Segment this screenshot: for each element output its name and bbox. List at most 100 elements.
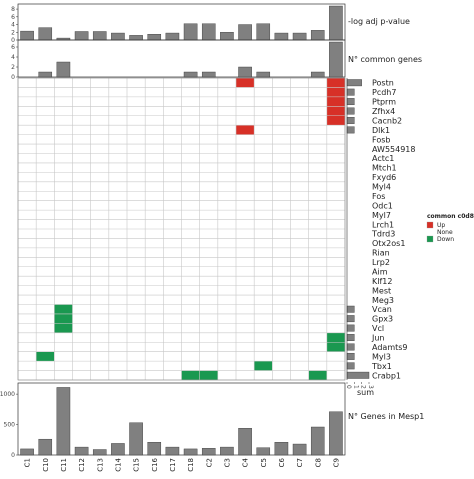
middle-bar-c4 [238,66,252,78]
gene-label-vcl: Vcl [372,324,384,333]
column-label-c17: C17 [169,458,177,472]
column-label-c5: C5 [260,458,268,467]
middle-bar-c18 [183,71,198,78]
column-label-c4: C4 [242,457,250,467]
heatmap-cell-myl3-c10 [36,351,55,362]
middle-ytick-label: 2 [11,64,15,71]
right-bar-adamts9 [346,343,355,351]
middle-bar-c8 [310,71,325,78]
bottom-ytick-label: 500 [4,422,16,429]
right-barplot-panel: sum 0 1 2 3PostnPcdh7PtprmZfhx4Cacnb2Dlk1Fo… [345,78,415,397]
bottom-bar-c3 [220,446,234,456]
top-bar-c14 [111,32,125,41]
bottom-bar-c12 [74,446,89,456]
right-bar-gpx3 [346,315,355,323]
heatmap-cell-tbx1-c5 [254,361,273,371]
bottom-panel-border [17,382,346,456]
gene-label-ptprm: Ptprm [372,98,396,107]
gene-label-odc1: Odc1 [372,201,393,210]
gene-label-mtch1: Mtch1 [372,164,397,173]
top-ytick-label: 8 [11,6,15,13]
top-ytick-label: 0 [11,37,15,44]
gene-label-tdrd3: Tdrd3 [371,230,395,239]
heatmap-cell-crabp1-c2 [199,370,218,380]
heatmap-cell-crabp1-c8 [308,370,327,380]
gene-label-myl3: Myl3 [372,352,391,361]
right-bar-crabp1 [346,371,370,379]
right-bar-ptprm [346,98,355,106]
bottom-ytick-label: 0 [11,452,15,459]
heatmap-cell-jun-c9 [326,332,345,343]
gene-label-postn: Postn [372,79,394,88]
bottom-bar-c15 [129,422,143,456]
gene-label-dlk1: Dlk1 [372,126,390,135]
right-bar-tbx1 [346,362,355,370]
gene-label-otx2os1: Otx2os1 [372,239,405,248]
bottom-panel-title: N° Genes in Mesp1 [348,412,424,421]
bottom-bar-c8 [310,426,325,456]
middle-ytick-label: 4 [11,54,15,61]
top-ytick-label: 6 [11,14,15,21]
bottom-bar-c13 [92,449,107,456]
legend-none-swatch [426,228,434,236]
heatmap-cell-postn-c9 [326,78,345,88]
column-label-c18: C18 [187,458,195,472]
bottom-bar-c14 [111,443,125,456]
right-bar-pcdh7 [346,88,355,96]
gene-label-tbx1: Tbx1 [371,362,392,371]
middle-bar-c2 [201,71,216,78]
heatmap-cell-vcl-c11 [54,323,73,333]
top-bar-c4 [238,24,252,41]
right-bar-zfhx4 [346,107,355,115]
top-bar-c1 [20,30,34,41]
right-xtick-label: 3 [367,385,374,389]
column-label-c6: C6 [278,457,286,467]
top-bar-c2 [201,23,216,41]
middle-bar-c11 [56,61,71,78]
right-panel-xlabel: sum [357,388,374,397]
middle-barplot-panel: N° common genes 0 2 4 6 [11,39,422,81]
column-label-c7: C7 [296,458,304,467]
gene-label-jun: Jun [371,334,385,343]
heatmap-cell-ptprm-c9 [326,96,345,107]
bottom-bar-c16 [147,442,162,456]
legend-title: common c0d8 [427,213,474,220]
heatmap-cell-vcan-c11 [54,304,73,314]
right-bar-cacnb2 [346,117,355,124]
column-label-c11: C11 [60,458,68,472]
heatmap-cell-pcdh7-c9 [326,87,345,97]
bottom-bar-c18 [183,448,198,456]
column-label-c15: C15 [133,458,141,472]
legend-down-swatch [426,235,434,243]
bottom-bar-c1 [20,448,34,456]
top-bar-c15 [129,35,143,41]
gene-label-meg3: Meg3 [372,296,394,305]
heatmap-cell-dlk1-c4 [236,125,255,135]
column-label-c1: C1 [24,458,32,467]
column-label-c10: C10 [42,458,50,472]
gene-label-mest: Mest [372,286,391,295]
gene-label-vcan: Vcan [372,305,392,314]
bottom-bar-c7 [292,443,307,456]
right-xtick-label: 2 [360,385,367,389]
top-panel-title: -log adj p-value [348,17,410,26]
heatmap-cell-cacnb2-c9 [326,115,345,126]
gene-label-myl4: Myl4 [372,183,391,192]
middle-ytick-label: 6 [11,44,15,51]
gene-label-adamts9: Adamts9 [372,343,408,352]
top-ytick-label: 4 [11,22,15,29]
column-label-c2: C2 [205,458,213,467]
gene-label-actc1: Actc1 [372,154,394,163]
bottom-barplot-panel: N° Genes in Mesp1 0 500 1000 C1 C10 C11 C12 C13… [0,382,424,472]
top-bar-c7 [292,32,307,41]
middle-ytick-label: 0 [11,74,15,81]
heatmap-cell-adamts9-c9 [326,342,345,352]
bottom-bar-c9 [329,411,343,456]
legend: common c0d8 Up None Down [426,213,474,243]
legend-up-swatch [426,221,434,229]
legend-none-label: None [437,229,453,236]
column-label-c13: C13 [96,458,104,472]
right-xtick-label: 0 [345,385,352,389]
